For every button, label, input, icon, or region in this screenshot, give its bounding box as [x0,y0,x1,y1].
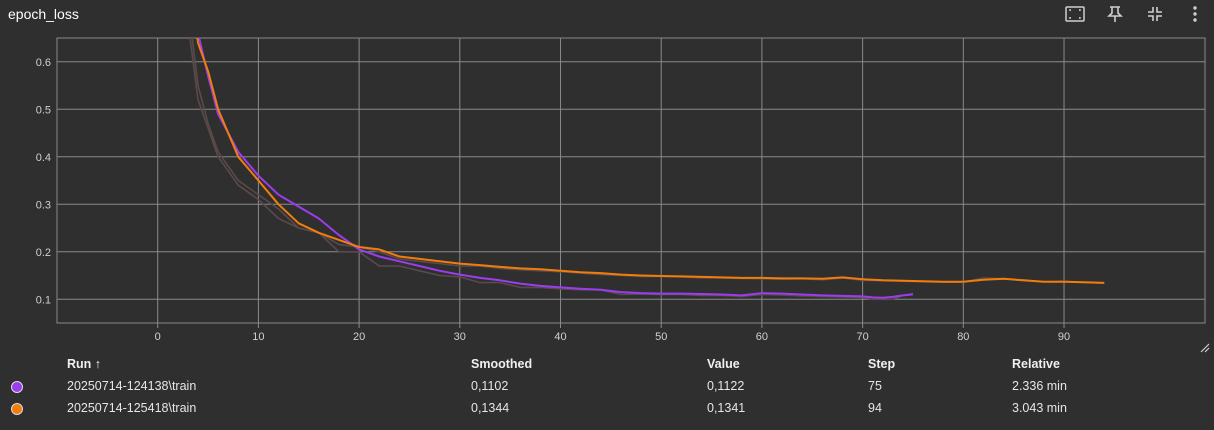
pin-icon [1107,6,1123,22]
y-axis: 0.1 0.2 0.3 0.4 0.5 0.6 [36,57,51,307]
col-relative-header[interactable]: Relative [1012,357,1060,371]
fit-domain-icon [1065,6,1085,22]
chart-series [189,38,1105,301]
resize-icon [1200,343,1210,353]
x-tick-label: 40 [554,331,566,343]
x-tick-label: 30 [454,331,466,343]
run-name: 20250714-124138\train [67,379,197,393]
relative-time: 2.336 min [1012,379,1067,393]
x-tick-label: 0 [155,331,161,343]
table-row[interactable]: 20250714-124138\train 0,1102 0,1122 75 2… [0,376,1214,398]
smoothed-value: 0,1102 [471,379,509,393]
smoothed-value: 0,1344 [471,401,510,415]
loss-chart[interactable]: 0.1 0.2 0.3 0.4 0.5 0.6 0 10 20 30 40 50 60 70 80 90 [0,30,1214,346]
pin-button[interactable] [1104,2,1126,26]
smoothed-line-series-2 [196,38,1105,284]
card-title: epoch_loss [8,6,79,22]
x-tick-label: 60 [756,331,768,343]
x-axis: 0 10 20 30 40 50 60 70 80 90 [155,323,1070,343]
run-color-dot [11,403,23,415]
fit-domain-button[interactable] [1064,2,1086,26]
col-value-header[interactable]: Value [707,357,740,371]
card-toolbar [1064,2,1206,26]
x-tick-label: 80 [957,331,969,343]
step-value: 94 [868,401,882,415]
col-step-header[interactable]: Step [868,357,896,371]
x-tick-label: 90 [1058,331,1070,343]
x-tick-label: 20 [353,331,365,343]
raw-value: 0,1341 [707,401,746,415]
x-tick-label: 10 [252,331,264,343]
run-table: Run ↑ Smoothed Value Step Relative 20250… [0,354,1214,420]
run-color-dot [11,381,23,393]
x-tick-label: 50 [655,331,667,343]
x-tick-label: 70 [856,331,868,343]
card-header: epoch_loss [0,0,1214,32]
table-header: Run ↑ Smoothed Value Step Relative [0,354,1214,376]
more-options-button[interactable] [1184,2,1206,26]
raw-value: 0,1122 [707,379,745,393]
y-tick-label: 0.6 [36,57,51,69]
resize-handle[interactable] [1198,340,1210,353]
table-row[interactable]: 20250714-125418\train 0,1344 0,1341 94 3… [0,398,1214,420]
y-tick-label: 0.2 [36,247,51,259]
y-tick-label: 0.5 [36,104,51,116]
step-value: 75 [868,379,882,393]
more-vert-icon [1193,6,1197,22]
y-tick-label: 0.4 [36,152,51,164]
smoothed-line-series-1 [198,38,914,299]
y-tick-label: 0.1 [36,294,51,306]
y-tick-label: 0.3 [36,199,51,211]
col-smoothed-header[interactable]: Smoothed [471,357,533,371]
collapse-button[interactable] [1144,2,1166,26]
relative-time: 3.043 min [1012,401,1067,415]
collapse-icon [1148,7,1162,21]
run-name: 20250714-125418\train [67,401,197,415]
raw-line-series-1 [191,38,914,301]
plot-frame [56,37,1206,324]
col-run-header[interactable]: Run ↑ [67,357,102,371]
